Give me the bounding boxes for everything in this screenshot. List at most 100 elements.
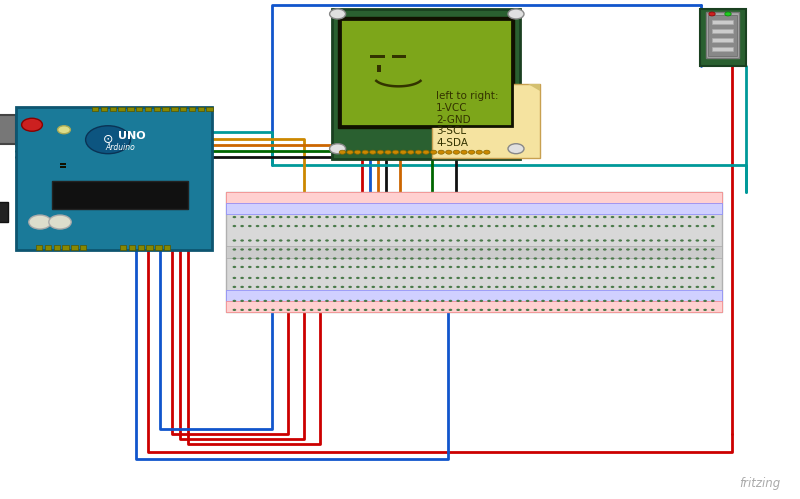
Circle shape xyxy=(572,309,576,311)
Circle shape xyxy=(418,240,422,242)
Circle shape xyxy=(379,286,383,288)
Circle shape xyxy=(433,309,437,311)
Circle shape xyxy=(410,309,414,311)
Circle shape xyxy=(650,277,653,279)
Circle shape xyxy=(610,225,614,227)
Circle shape xyxy=(310,225,314,227)
Circle shape xyxy=(618,286,622,288)
Circle shape xyxy=(418,257,422,259)
Circle shape xyxy=(418,300,422,302)
Circle shape xyxy=(58,126,70,134)
Circle shape xyxy=(446,150,452,154)
Circle shape xyxy=(510,249,514,250)
Circle shape xyxy=(279,286,282,288)
Circle shape xyxy=(371,286,375,288)
Circle shape xyxy=(534,249,537,250)
Circle shape xyxy=(534,257,537,259)
Circle shape xyxy=(240,266,244,268)
Circle shape xyxy=(665,266,668,268)
Circle shape xyxy=(542,225,545,227)
FancyBboxPatch shape xyxy=(712,20,733,24)
FancyBboxPatch shape xyxy=(127,107,134,111)
Circle shape xyxy=(549,225,553,227)
Circle shape xyxy=(348,286,352,288)
Circle shape xyxy=(464,225,468,227)
Circle shape xyxy=(279,249,282,250)
Circle shape xyxy=(240,249,244,250)
Circle shape xyxy=(502,309,506,311)
Circle shape xyxy=(564,309,568,311)
Circle shape xyxy=(657,300,661,302)
Circle shape xyxy=(449,309,452,311)
Circle shape xyxy=(626,225,630,227)
Circle shape xyxy=(294,257,298,259)
Circle shape xyxy=(634,216,638,218)
Circle shape xyxy=(564,277,568,279)
Circle shape xyxy=(680,216,684,218)
Circle shape xyxy=(279,277,282,279)
Circle shape xyxy=(422,150,429,154)
Circle shape xyxy=(703,216,707,218)
Circle shape xyxy=(711,240,714,242)
Circle shape xyxy=(464,277,468,279)
FancyBboxPatch shape xyxy=(180,107,186,111)
Circle shape xyxy=(603,300,606,302)
Circle shape xyxy=(587,286,591,288)
Circle shape xyxy=(456,277,460,279)
Circle shape xyxy=(534,240,537,242)
Circle shape xyxy=(240,240,244,242)
Circle shape xyxy=(557,309,560,311)
Circle shape xyxy=(495,216,498,218)
Circle shape xyxy=(657,240,661,242)
Circle shape xyxy=(487,257,491,259)
FancyBboxPatch shape xyxy=(226,203,722,214)
Circle shape xyxy=(402,309,406,311)
Circle shape xyxy=(526,277,530,279)
Circle shape xyxy=(433,300,437,302)
FancyBboxPatch shape xyxy=(338,17,514,128)
Circle shape xyxy=(263,216,267,218)
Circle shape xyxy=(387,300,390,302)
Circle shape xyxy=(325,266,329,268)
Circle shape xyxy=(263,300,267,302)
FancyBboxPatch shape xyxy=(60,166,66,168)
Circle shape xyxy=(695,266,699,268)
FancyBboxPatch shape xyxy=(60,163,66,165)
Circle shape xyxy=(233,225,236,227)
Circle shape xyxy=(325,286,329,288)
Circle shape xyxy=(426,216,429,218)
FancyBboxPatch shape xyxy=(71,245,78,250)
Circle shape xyxy=(402,266,406,268)
Circle shape xyxy=(580,309,583,311)
Circle shape xyxy=(610,257,614,259)
Circle shape xyxy=(263,240,267,242)
Circle shape xyxy=(526,257,530,259)
Circle shape xyxy=(688,240,691,242)
Circle shape xyxy=(402,257,406,259)
Circle shape xyxy=(518,240,522,242)
Circle shape xyxy=(688,225,691,227)
Circle shape xyxy=(371,257,375,259)
Circle shape xyxy=(333,266,337,268)
FancyBboxPatch shape xyxy=(226,246,722,258)
Circle shape xyxy=(642,216,645,218)
Circle shape xyxy=(341,309,344,311)
Circle shape xyxy=(310,216,314,218)
Circle shape xyxy=(371,277,375,279)
FancyBboxPatch shape xyxy=(162,107,169,111)
FancyBboxPatch shape xyxy=(226,192,722,203)
Circle shape xyxy=(634,266,638,268)
Circle shape xyxy=(650,249,653,250)
Circle shape xyxy=(402,225,406,227)
Circle shape xyxy=(502,257,506,259)
Circle shape xyxy=(271,240,275,242)
Circle shape xyxy=(634,277,638,279)
Circle shape xyxy=(348,225,352,227)
Circle shape xyxy=(333,286,337,288)
Circle shape xyxy=(587,300,591,302)
Circle shape xyxy=(394,309,398,311)
Circle shape xyxy=(587,257,591,259)
Circle shape xyxy=(387,266,390,268)
Circle shape xyxy=(610,286,614,288)
FancyBboxPatch shape xyxy=(370,55,385,58)
